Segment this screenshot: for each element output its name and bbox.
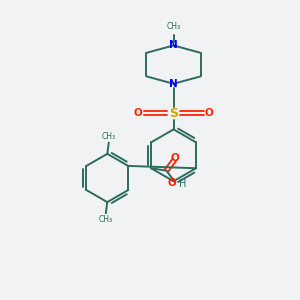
Text: O: O (205, 108, 213, 118)
Text: N: N (169, 40, 178, 50)
Text: CH₃: CH₃ (99, 215, 113, 224)
Text: CH₃: CH₃ (102, 132, 116, 141)
Text: O: O (170, 153, 179, 163)
Text: S: S (169, 107, 178, 120)
Text: O: O (134, 108, 142, 118)
Text: H: H (179, 179, 187, 189)
Text: O: O (168, 178, 177, 188)
Text: CH₃: CH₃ (167, 22, 181, 31)
Text: N: N (169, 79, 178, 89)
